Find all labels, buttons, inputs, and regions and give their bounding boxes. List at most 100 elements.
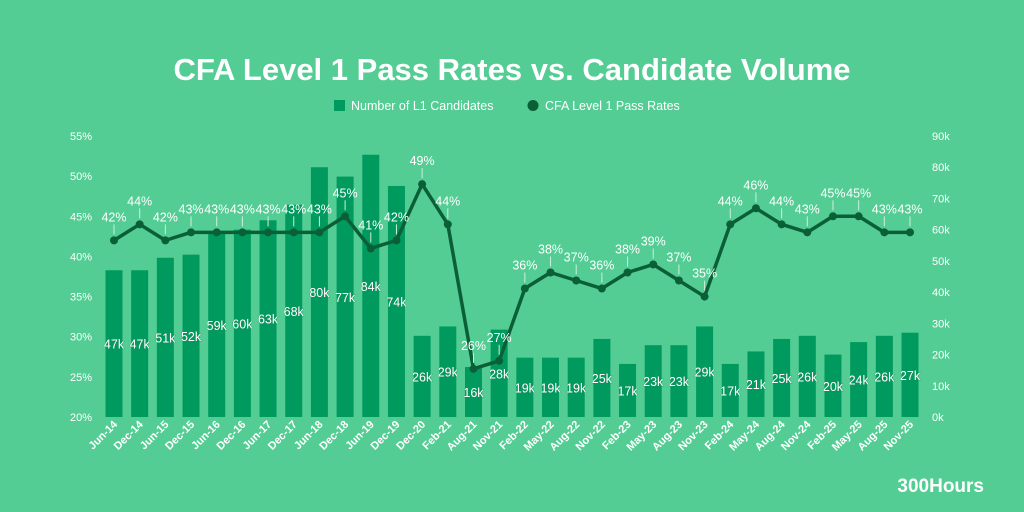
pass-rate-point (880, 228, 889, 237)
pass-rate-point (700, 292, 709, 301)
pass-rate-label: 44% (435, 194, 460, 208)
pass-rate-point (341, 212, 350, 221)
pass-rate-point (238, 228, 247, 237)
bar-label: 25k (772, 372, 793, 386)
pass-rate-label: 36% (512, 259, 537, 273)
bar (516, 357, 534, 417)
pass-rate-label: 38% (615, 242, 640, 256)
bar (875, 335, 893, 417)
bar-label: 80k (309, 286, 330, 300)
bar (285, 204, 303, 417)
pass-rate-point (392, 236, 401, 245)
bar (233, 229, 251, 417)
bar (336, 176, 354, 417)
pass-rate-point (469, 364, 478, 373)
bar (901, 332, 919, 417)
bar-label: 26k (797, 370, 818, 384)
right-axis-tick: 30k (932, 318, 950, 330)
pass-rate-label: 43% (230, 202, 255, 216)
pass-rate-point (212, 228, 221, 237)
pass-rate-label: 45% (846, 186, 871, 200)
pass-rate-point (546, 268, 555, 277)
pass-rate-point (649, 260, 658, 269)
bar-label: 25k (592, 372, 613, 386)
pass-rate-label: 43% (872, 202, 897, 216)
pass-rate-label: 38% (538, 242, 563, 256)
bar-label: 24k (849, 374, 870, 388)
pass-rate-label: 43% (307, 202, 332, 216)
bar (182, 254, 200, 417)
pass-rate-point (418, 180, 427, 189)
pass-rate-label: 44% (127, 194, 152, 208)
bar (721, 363, 739, 417)
right-axis-tick: 90k (932, 131, 950, 143)
bar-label: 52k (181, 330, 202, 344)
bar (824, 354, 842, 417)
right-axis-tick: 60k (932, 225, 950, 237)
pass-rate-point (828, 212, 837, 221)
pass-rate-label: 43% (795, 202, 820, 216)
pass-rate-point (854, 212, 863, 221)
bar-label: 28k (489, 367, 510, 381)
bar (773, 338, 791, 417)
pass-rate-label: 43% (281, 202, 306, 216)
bar-label: 47k (104, 338, 125, 352)
pass-rate-point (597, 284, 606, 293)
bar-label: 26k (412, 370, 433, 384)
pass-rate-label: 27% (487, 331, 512, 345)
left-axis-tick: 25% (70, 372, 92, 384)
bar-label: 74k (386, 295, 407, 309)
bar-label: 51k (155, 331, 176, 345)
pass-rate-point (777, 220, 786, 229)
pass-rate-point (161, 236, 170, 245)
left-axis-tick: 50% (70, 171, 92, 183)
bar-label: 27k (900, 369, 921, 383)
bar-label: 21k (746, 378, 767, 392)
pass-rate-point (751, 204, 760, 213)
right-axis-tick: 70k (932, 193, 950, 205)
pass-rate-label: 45% (333, 186, 358, 200)
bar (387, 185, 405, 417)
pass-rate-label: 44% (769, 194, 794, 208)
pass-rate-label: 45% (820, 186, 845, 200)
bar (259, 220, 277, 417)
bar-label: 23k (643, 375, 664, 389)
bar-label: 19k (540, 381, 561, 395)
bar (798, 335, 816, 417)
left-axis-tick: 35% (70, 292, 92, 304)
bar (131, 270, 149, 417)
bar (464, 367, 482, 417)
pass-rate-point (572, 276, 581, 285)
pass-rate-point (366, 244, 375, 253)
pass-rate-label: 42% (384, 210, 409, 224)
pass-rate-label: 43% (897, 202, 922, 216)
pass-rate-line (113, 182, 910, 371)
bar (413, 335, 431, 417)
bar (747, 351, 765, 417)
bar-label: 17k (617, 384, 638, 398)
pass-rate-label: 35% (692, 267, 717, 281)
right-axis-tick: 0k (932, 412, 944, 424)
pass-rate-point (674, 276, 683, 285)
legend-label-bar: Number of L1 Candidates (351, 99, 493, 113)
pass-rate-label: 42% (153, 210, 178, 224)
pass-rate-point (623, 268, 632, 277)
legend-label-line: CFA Level 1 Pass Rates (545, 99, 680, 113)
bar (439, 326, 457, 417)
right-axis-tick: 10k (932, 381, 950, 393)
bar-label: 63k (258, 313, 279, 327)
pass-rate-label: 39% (641, 234, 666, 248)
bar-label: 77k (335, 291, 356, 305)
legend-swatch-bar (334, 100, 345, 111)
pass-rate-label: 37% (564, 251, 589, 265)
bar (105, 270, 123, 417)
right-axis-tick: 40k (932, 287, 950, 299)
left-axis-tick: 55% (70, 131, 92, 143)
bar-label: 68k (284, 305, 305, 319)
bar-label: 47k (130, 338, 151, 352)
bar (567, 357, 585, 417)
legend-swatch-line (527, 100, 539, 111)
bar (156, 257, 174, 417)
pass-rate-point (315, 228, 324, 237)
pass-rate-label: 42% (101, 210, 126, 224)
